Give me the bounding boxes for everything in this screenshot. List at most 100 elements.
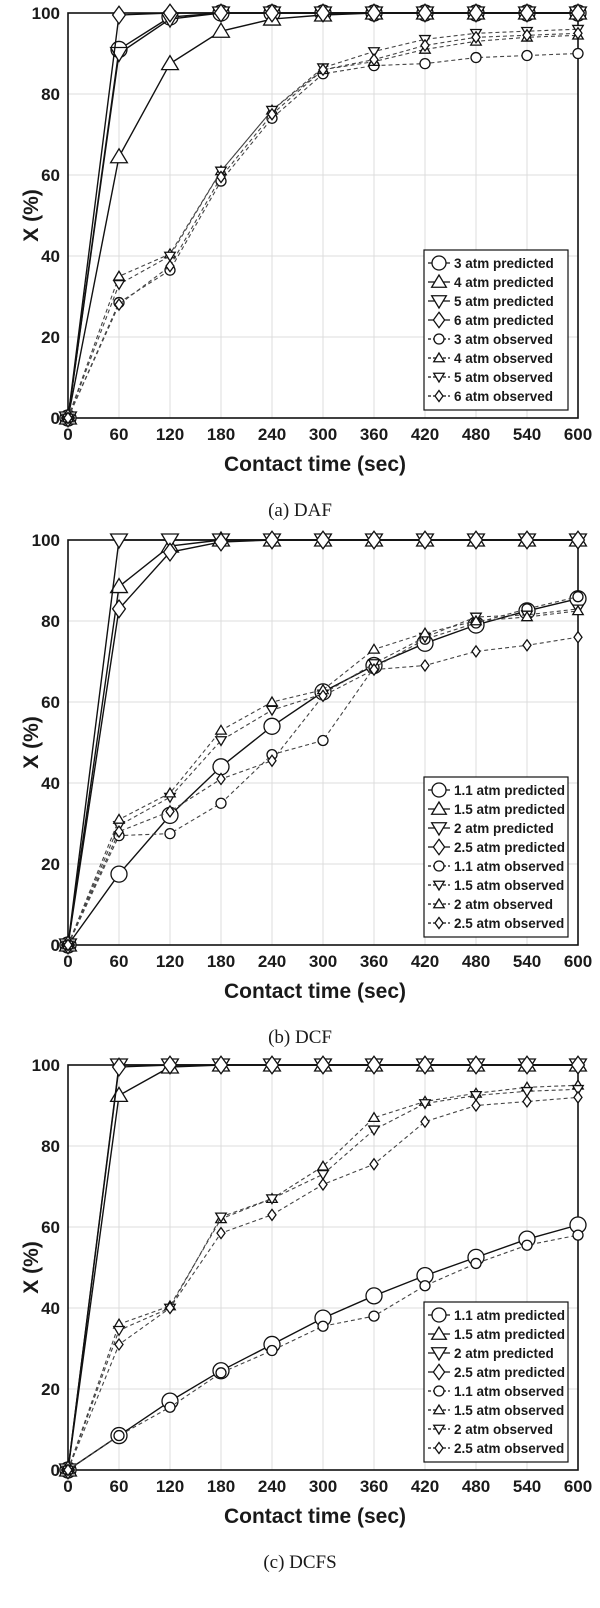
data-point: [522, 638, 532, 652]
y-axis-label: X (%): [20, 189, 43, 242]
data-point: [469, 1090, 483, 1102]
data-point: [163, 251, 177, 263]
series-line: [67, 608, 579, 946]
series-line: [67, 636, 579, 946]
data-point: [570, 530, 586, 550]
data-point: [264, 530, 280, 550]
panel-caption: (a) DAF: [268, 500, 332, 521]
data-point: [520, 1086, 534, 1098]
legend-label: 1.5 atm observed: [454, 1403, 564, 1418]
x-tick-label: 0: [63, 425, 72, 444]
data-point: [264, 1055, 280, 1075]
x-tick-label: 420: [411, 425, 439, 444]
legend-label: 2.5 atm observed: [454, 916, 564, 931]
data-point: [468, 530, 484, 550]
y-tick-label: 60: [41, 693, 60, 712]
data-point: [109, 1086, 129, 1103]
y-tick-label: 20: [41, 855, 60, 874]
x-tick-label: 600: [564, 1477, 592, 1496]
data-point: [573, 26, 583, 40]
data-point: [369, 662, 379, 677]
x-tick-label: 540: [513, 952, 541, 971]
legend: 1.1 atm predicted 1.5 atm predicted 2 atm …: [423, 776, 569, 938]
legend-marker: [430, 822, 448, 837]
data-point: [572, 47, 584, 60]
data-point: [365, 1287, 383, 1305]
chart-panel-1: 0 60 120 180 240 300 360 420 480 540 600 0 20 40 60 80 1…: [20, 530, 592, 1048]
data-point: [162, 3, 178, 23]
panel-caption: (c) DCFS: [263, 1552, 336, 1573]
legend-label: 1.1 atm predicted: [454, 783, 565, 798]
data-point: [318, 63, 328, 77]
legend-label: 1.5 atm predicted: [454, 802, 565, 817]
data-point: [419, 1280, 431, 1292]
chart-panel-2: 0 60 120 180 240 300 360 420 480 540 600 0 20 40 60 80 1…: [20, 1055, 592, 1573]
legend-label: 3 atm predicted: [454, 256, 554, 271]
legend-marker: [434, 916, 444, 930]
legend-marker: [432, 838, 446, 856]
panel-caption: (b) DCF: [268, 1027, 332, 1048]
data-point: [418, 1099, 432, 1110]
data-point: [264, 3, 280, 23]
data-point: [469, 614, 483, 626]
x-tick-label: 180: [207, 1477, 235, 1496]
legend-label: 2 atm predicted: [454, 821, 554, 836]
data-point: [164, 1401, 176, 1413]
data-point: [570, 3, 586, 23]
legend-marker: [430, 273, 448, 288]
legend-marker: [430, 1347, 448, 1362]
data-point: [109, 533, 129, 550]
data-point: [367, 1125, 381, 1137]
data-point: [522, 1094, 532, 1109]
legend-marker: [430, 800, 448, 815]
data-point: [470, 51, 482, 64]
data-point: [114, 1337, 124, 1352]
data-point: [265, 1194, 279, 1205]
legend-box: [423, 1301, 569, 1463]
y-tick-label: 0: [51, 409, 60, 428]
data-point: [369, 1157, 379, 1171]
data-point: [521, 49, 533, 62]
series-line: [67, 1084, 579, 1471]
x-tick-label: 540: [513, 425, 541, 444]
y-tick-label: 80: [41, 1137, 60, 1156]
x-tick-label: 120: [156, 952, 184, 971]
data-point: [417, 530, 433, 550]
series-line: [67, 1234, 579, 1471]
data-point: [367, 643, 381, 654]
series-line: [67, 596, 579, 946]
data-point: [419, 57, 431, 70]
data-point: [114, 824, 124, 839]
x-tick-label: 180: [207, 425, 235, 444]
series-3: [60, 530, 586, 955]
legend-marker: [432, 351, 446, 363]
data-point: [215, 1367, 227, 1379]
chart-panel-0: 0 60 120 180 240 300 360 420 480 540 600 0 20 40 60 80 1…: [20, 3, 592, 521]
data-point: [267, 754, 277, 768]
y-tick-label: 80: [41, 612, 60, 631]
x-axis-label: Contact time (sec): [224, 980, 406, 1003]
legend-marker: [430, 295, 448, 310]
y-tick-label: 40: [41, 247, 60, 266]
legend-label: 5 atm observed: [454, 370, 553, 385]
data-point: [162, 542, 178, 563]
data-point: [317, 734, 329, 747]
data-point: [110, 865, 128, 883]
series-7: [63, 26, 583, 425]
x-tick-label: 240: [258, 1477, 286, 1496]
x-tick-label: 120: [156, 1477, 184, 1496]
y-tick-label: 100: [32, 531, 60, 550]
legend-marker: [433, 333, 445, 345]
data-point: [572, 591, 584, 603]
data-point: [519, 1055, 535, 1075]
y-axis-label: X (%): [20, 716, 43, 769]
data-point: [468, 3, 484, 23]
data-point: [315, 3, 331, 23]
legend-marker: [434, 389, 444, 403]
data-point: [420, 658, 430, 673]
data-point: [109, 147, 129, 164]
x-tick-label: 420: [411, 1477, 439, 1496]
data-point: [368, 1310, 380, 1322]
data-point: [316, 1169, 330, 1181]
legend-marker: [431, 255, 447, 271]
